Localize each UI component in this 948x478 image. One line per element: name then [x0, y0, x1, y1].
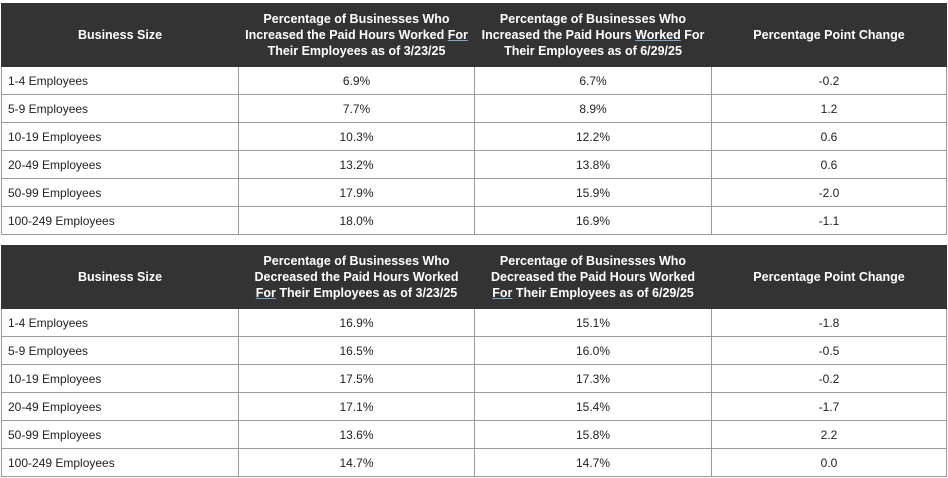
cell-june: 17.3% [474, 364, 712, 393]
table-row: 10-19 Employees 10.3% 12.2% 0.6 [1, 122, 947, 151]
cell-june: 13.8% [474, 150, 712, 179]
cell-change: -0.2 [711, 364, 947, 393]
cell-size: 10-19 Employees [1, 364, 239, 393]
cell-size: 10-19 Employees [1, 122, 239, 151]
header-text: Percentage of Businesses Who Increased t… [245, 12, 450, 42]
cell-march: 17.9% [238, 178, 475, 207]
cell-june: 12.2% [474, 122, 712, 151]
header-pct-june: Percentage of Businesses Who Increased t… [474, 3, 712, 67]
cell-size: 50-99 Employees [1, 420, 239, 449]
header-business-size: Business Size [1, 3, 239, 67]
cell-june: 16.0% [474, 336, 712, 365]
cell-march: 17.5% [238, 364, 475, 393]
cell-change: 1.2 [711, 94, 947, 123]
cell-march: 7.7% [238, 94, 475, 123]
header-text: Their Employees as of 3/23/25 [275, 286, 458, 300]
cell-change: -0.2 [711, 66, 947, 95]
header-point-change: Percentage Point Change [711, 3, 947, 67]
header-text: Worked [635, 28, 681, 42]
cell-change: -0.5 [711, 336, 947, 365]
header-text: Their Employees as of 6/29/25 [512, 286, 694, 300]
cell-change: 0.6 [711, 150, 947, 179]
cell-march: 10.3% [238, 122, 475, 151]
header-pct-june: Percentage of Businesses Who Decreased t… [474, 245, 712, 309]
header-text: For Their Employees as of 6/29/25 [504, 28, 705, 58]
table-row: 100-249 Employees 14.7% 14.7% 0.0 [1, 448, 947, 477]
header-row: Business Size Percentage of Businesses W… [1, 3, 947, 67]
cell-size: 1-4 Employees [1, 308, 239, 337]
cell-change: 0.0 [711, 448, 947, 477]
cell-march: 16.9% [238, 308, 475, 337]
header-text: Percentage of Businesses Who Decreased t… [254, 254, 459, 284]
cell-size: 5-9 Employees [1, 336, 239, 365]
header-pct-march: Percentage of Businesses Who Increased t… [238, 3, 475, 67]
cell-march: 13.2% [238, 150, 475, 179]
header-text: Percentage of Businesses Who Decreased t… [490, 254, 695, 284]
cell-march: 18.0% [238, 206, 475, 235]
cell-change: 2.2 [711, 420, 947, 449]
header-text: For [255, 286, 276, 300]
cell-june: 15.9% [474, 178, 712, 207]
header-business-size: Business Size [1, 245, 239, 309]
cell-march: 13.6% [238, 420, 475, 449]
header-text: For [492, 286, 513, 300]
table-row: 20-49 Employees 13.2% 13.8% 0.6 [1, 150, 947, 179]
table-row: 5-9 Employees 16.5% 16.0% -0.5 [1, 336, 947, 365]
cell-change: -2.0 [711, 178, 947, 207]
cell-change: -1.7 [711, 392, 947, 421]
cell-march: 17.1% [238, 392, 475, 421]
cell-march: 16.5% [238, 336, 475, 365]
header-pct-march: Percentage of Businesses Who Decreased t… [238, 245, 475, 309]
header-row: Business Size Percentage of Businesses W… [1, 245, 947, 309]
header-text: For [447, 28, 468, 42]
cell-march: 14.7% [238, 448, 475, 477]
cell-change: -1.8 [711, 308, 947, 337]
cell-change: 0.6 [711, 122, 947, 151]
cell-change: -1.1 [711, 206, 947, 235]
cell-size: 5-9 Employees [1, 94, 239, 123]
cell-size: 1-4 Employees [1, 66, 239, 95]
increased-hours-table: Business Size Percentage of Businesses W… [1, 3, 947, 235]
table-row: 50-99 Employees 13.6% 15.8% 2.2 [1, 420, 947, 449]
table-row: 1-4 Employees 16.9% 15.1% -1.8 [1, 308, 947, 337]
cell-june: 16.9% [474, 206, 712, 235]
decreased-hours-table: Business Size Percentage of Businesses W… [1, 245, 947, 477]
cell-size: 20-49 Employees [1, 150, 239, 179]
cell-size: 50-99 Employees [1, 178, 239, 207]
cell-march: 6.9% [238, 66, 475, 95]
table-row: 50-99 Employees 17.9% 15.9% -2.0 [1, 178, 947, 207]
header-text: Their Employees as of 3/23/25 [267, 44, 446, 58]
header-point-change: Percentage Point Change [711, 245, 947, 309]
table-row: 100-249 Employees 18.0% 16.9% -1.1 [1, 206, 947, 235]
cell-june: 6.7% [474, 66, 712, 95]
cell-june: 15.4% [474, 392, 712, 421]
cell-size: 20-49 Employees [1, 392, 239, 421]
table-row: 1-4 Employees 6.9% 6.7% -0.2 [1, 66, 947, 95]
cell-june: 8.9% [474, 94, 712, 123]
table-row: 10-19 Employees 17.5% 17.3% -0.2 [1, 364, 947, 393]
cell-size: 100-249 Employees [1, 206, 239, 235]
cell-june: 14.7% [474, 448, 712, 477]
cell-size: 100-249 Employees [1, 448, 239, 477]
table-row: 5-9 Employees 7.7% 8.9% 1.2 [1, 94, 947, 123]
table-row: 20-49 Employees 17.1% 15.4% -1.7 [1, 392, 947, 421]
header-text: Percentage of Businesses Who Increased t… [481, 12, 687, 42]
cell-june: 15.8% [474, 420, 712, 449]
cell-june: 15.1% [474, 308, 712, 337]
